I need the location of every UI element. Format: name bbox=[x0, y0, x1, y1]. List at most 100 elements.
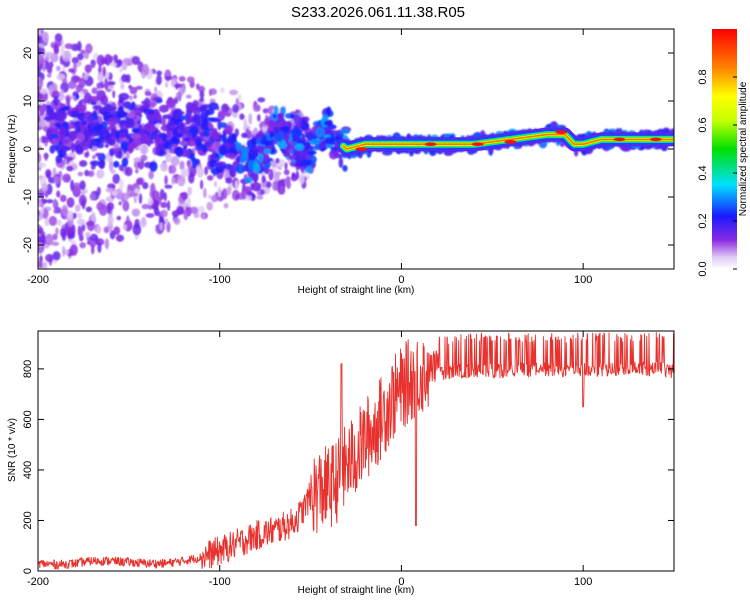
spectrogram-noise-blob bbox=[38, 77, 44, 89]
spectrogram-hotspot bbox=[504, 140, 517, 144]
spectrogram-noise-blob bbox=[206, 201, 213, 211]
spectrogram-blob bbox=[79, 160, 88, 167]
spectrogram-noise-blob bbox=[39, 208, 44, 215]
spectrogram-noise-blob bbox=[85, 206, 93, 213]
spectrogram-noise-blob bbox=[96, 225, 102, 235]
spectrogram-noise-blob bbox=[90, 244, 95, 255]
spectrogram-noise-blob bbox=[64, 43, 74, 50]
spectrogram-noise-blob bbox=[79, 229, 84, 237]
spectrogram-hotspot bbox=[471, 142, 484, 146]
spectrogram-blob bbox=[340, 128, 351, 135]
spectrogram-noise-blob bbox=[120, 74, 129, 83]
spectrogram-noise-blob bbox=[79, 90, 84, 99]
spectrogram-blob bbox=[51, 133, 59, 139]
spectrogram-noise-blob bbox=[270, 159, 277, 168]
spectrogram-blob bbox=[60, 138, 70, 145]
spectrogram-noise-blob bbox=[108, 85, 115, 90]
spectrogram-blob bbox=[92, 110, 97, 118]
spectrogram-noise-blob bbox=[42, 31, 49, 44]
snr-x-tick-label: -100 bbox=[209, 576, 231, 588]
snr-y-axis-label: SNR (10 * v/v) bbox=[7, 418, 18, 482]
spectrogram-noise-blob bbox=[159, 188, 165, 201]
colorbar: 0.0 0.2 0.4 0.6 0.8 Normalized spectral ampl… bbox=[697, 29, 749, 277]
spectrogram-noise-blob bbox=[41, 182, 48, 192]
spectrogram-noise-blob bbox=[155, 122, 160, 129]
spectrogram-noise-blob bbox=[262, 108, 269, 114]
spectrogram-noise-blob bbox=[243, 119, 248, 128]
spectrogram-noise-blob bbox=[166, 152, 172, 163]
spectrogram-blob bbox=[269, 130, 274, 139]
spectrogram-noise-blob bbox=[38, 93, 43, 102]
spectrogram-noise-blob bbox=[126, 215, 130, 228]
spectrogram-noise-blob bbox=[84, 169, 90, 177]
spectrogram-x-axis-label: Height of straight line (km) bbox=[298, 285, 415, 296]
spectrogram-noise-blob bbox=[82, 73, 89, 81]
spectrogram-noise-blob bbox=[160, 209, 168, 218]
spectrogram-blob bbox=[149, 160, 158, 172]
spectrogram-noise-blob bbox=[177, 179, 182, 186]
spectrogram-noise-blob bbox=[72, 182, 81, 194]
spectrogram-blob bbox=[88, 95, 100, 103]
spectrogram-blob bbox=[335, 135, 340, 141]
spectrogram-blob bbox=[92, 105, 103, 110]
spectrogram-noise-blob bbox=[206, 175, 214, 181]
spectrogram-noise-blob bbox=[112, 173, 121, 184]
spectrogram-blob bbox=[95, 152, 102, 157]
spectrogram-blob bbox=[189, 152, 195, 162]
spectrogram-blob bbox=[277, 122, 284, 128]
spectrogram-noise-blob bbox=[241, 189, 247, 200]
spectrogram-blob bbox=[185, 101, 195, 112]
spectrogram-blob bbox=[189, 125, 199, 136]
spectrogram-noise-blob bbox=[55, 227, 59, 235]
spectrogram-blob bbox=[161, 116, 167, 127]
spectrogram-y-tick-label: -10 bbox=[22, 189, 34, 205]
snr-x-tick-label: 100 bbox=[574, 576, 592, 588]
spectrogram-noise-blob bbox=[291, 172, 296, 179]
spectrogram-blob bbox=[62, 147, 67, 156]
spectrogram-blob bbox=[75, 94, 80, 100]
spectrogram-noise-blob bbox=[113, 226, 121, 236]
spectrogram-noise-blob bbox=[223, 103, 228, 112]
spectrogram-noise-blob bbox=[116, 59, 123, 66]
snr-x-tick-label: 0 bbox=[398, 576, 404, 588]
spectrogram-blob bbox=[127, 144, 134, 154]
spectrogram-blob bbox=[277, 112, 285, 120]
spectrogram-hotspot bbox=[355, 147, 368, 151]
spectrogram-blob bbox=[257, 145, 267, 155]
spectrogram-noise-blob bbox=[51, 241, 60, 247]
spectrogram-noise-blob bbox=[186, 76, 195, 83]
spectrogram-blob bbox=[117, 110, 128, 118]
spectrogram-blob bbox=[162, 114, 172, 119]
spectrogram-noise-blob bbox=[66, 197, 75, 208]
spectrogram-blob bbox=[47, 108, 54, 118]
spectrogram-noise-blob bbox=[248, 113, 253, 125]
spectrogram-noise-blob bbox=[122, 224, 128, 230]
spectrogram-blob bbox=[144, 91, 152, 97]
snr-x-axis-label: Height of straight line (km) bbox=[298, 585, 415, 596]
spectrogram-blob bbox=[118, 92, 130, 101]
colorbar-tick-label: 0.2 bbox=[697, 213, 709, 228]
spectrogram-noise-blob bbox=[272, 166, 276, 173]
spectrogram-blob bbox=[90, 121, 97, 127]
spectrogram-blob bbox=[107, 117, 118, 127]
spectrogram-noise-blob bbox=[138, 193, 143, 205]
spectrogram-blob bbox=[179, 140, 189, 146]
spectrogram-noise-blob bbox=[179, 160, 185, 170]
spectrogram-noise-blob bbox=[132, 223, 142, 236]
spectrogram-noise-blob bbox=[38, 137, 42, 144]
spectrogram-noise-blob bbox=[45, 253, 54, 263]
snr-y-tick-label: 600 bbox=[22, 410, 34, 428]
spectrogram-noise-blob bbox=[40, 87, 48, 95]
spectrogram-noise-blob bbox=[106, 201, 115, 211]
spectrogram-noise-blob bbox=[283, 169, 290, 176]
spectrogram-y-tick-label: 0 bbox=[22, 146, 34, 152]
spectrogram-blob bbox=[301, 117, 307, 126]
spectrogram-noise-blob bbox=[96, 82, 102, 89]
spectrogram-y-ticks: -20 -10 0 10 20 bbox=[22, 47, 674, 253]
spectrogram-noise-blob bbox=[55, 65, 61, 72]
spectrogram-noise-blob bbox=[186, 197, 191, 208]
spectrogram-blob bbox=[216, 161, 227, 167]
spectrogram-x-tick-label: -100 bbox=[209, 274, 231, 286]
spectrogram-blob bbox=[231, 133, 238, 140]
spectrogram-blob bbox=[224, 124, 233, 135]
